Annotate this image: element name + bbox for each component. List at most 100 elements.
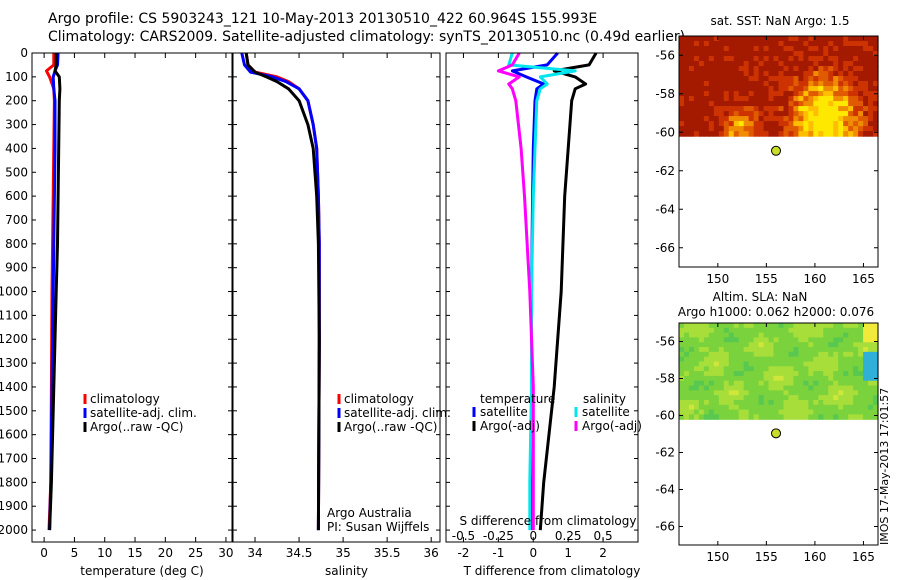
sla_map-cell <box>718 332 725 339</box>
sla_map-cell <box>768 332 775 339</box>
sla_map-cell <box>788 380 795 387</box>
sst_map-cell <box>743 101 750 107</box>
sst_map-cell <box>713 116 720 122</box>
sla_map-cell <box>728 366 735 372</box>
sla_map-cell <box>778 327 785 334</box>
sst_map-cell <box>863 51 869 57</box>
sla_map-cell <box>753 399 760 406</box>
difference-series-temperature-argo-adj <box>538 52 598 531</box>
difference-x-tick-label: -1 <box>492 546 504 560</box>
sst_map-cell <box>858 51 864 57</box>
sla_map-cell <box>823 337 829 343</box>
sst_map-cell <box>788 81 795 87</box>
difference-legend-label: Argo(-adj) <box>582 419 642 433</box>
sla_map-cell <box>723 414 730 420</box>
sla_map-cell <box>853 409 859 415</box>
sla_map-cell <box>728 337 735 343</box>
sst_map-cell <box>863 41 869 47</box>
sst_map-cell <box>848 86 854 92</box>
sla_map-cell <box>853 375 859 382</box>
sla_map-cell <box>778 371 785 377</box>
sla_map-cell <box>753 356 760 363</box>
sla_map-cell <box>679 351 685 358</box>
sst_map-cell <box>688 101 695 107</box>
sst_map-cell <box>728 46 735 52</box>
sla_map-cell <box>758 356 765 363</box>
sla_map-cell <box>748 414 755 420</box>
sst_map-cell <box>728 106 735 112</box>
sla_map-cell <box>798 323 804 329</box>
sla_map-cell <box>738 347 745 353</box>
sst_map-cell <box>713 51 720 57</box>
sla_map-cell <box>728 399 735 406</box>
salinity-x-tick-label: 35.5 <box>374 546 401 560</box>
sst_map-cell <box>843 106 849 112</box>
sla_map-cell <box>853 327 859 334</box>
sla_map-cell <box>679 361 685 367</box>
sst_map-cell <box>708 91 715 97</box>
sla_map-cell <box>808 323 814 329</box>
sla_map-cell <box>679 395 685 401</box>
sla_map-cell <box>698 361 705 367</box>
sla_map-cell <box>803 327 809 334</box>
sla_map-cell <box>843 380 849 387</box>
sst_map-cell <box>718 51 725 57</box>
sla_map-cell <box>838 414 844 420</box>
sst_map-cell <box>723 71 730 77</box>
sla_map-cell <box>798 337 804 343</box>
sla_map-cell <box>683 356 690 363</box>
sla_map-cell <box>733 375 740 382</box>
difference-top-axis-label: S difference from climatology <box>460 514 637 528</box>
sla_map-cell <box>708 327 715 334</box>
sst_map-cell <box>748 66 755 72</box>
sla_map-cell <box>798 380 804 387</box>
sst_map-cell <box>838 36 844 42</box>
sst_map-cell <box>848 36 854 42</box>
sst_map-cell <box>818 81 824 87</box>
sst_map-cell <box>828 41 834 47</box>
sla_map-cell <box>713 409 720 415</box>
depth-tick-label: 100 <box>5 70 28 84</box>
sla_map-cell <box>813 366 819 372</box>
sla_map-cell <box>718 356 725 363</box>
sla_map-cell <box>768 356 775 363</box>
sst_map-cell <box>848 96 854 102</box>
sla_map-cell <box>733 395 740 401</box>
difference-x-tick-label: 1 <box>564 546 572 560</box>
sst_map-cell <box>838 131 844 137</box>
sst_map-cell <box>688 111 695 117</box>
sla_map-cell <box>848 399 854 406</box>
sst_map-cell <box>768 36 775 42</box>
sst_map-cell <box>808 91 814 97</box>
sst_map-cell <box>833 71 839 77</box>
sla_map-cell <box>758 409 765 415</box>
sst_map-cell <box>808 41 814 47</box>
sla_map-cell <box>863 366 869 372</box>
sst_map-cell <box>693 86 700 92</box>
sst_map-cell <box>788 61 795 67</box>
temperature-x-tick-label: 15 <box>127 546 142 560</box>
sla_map-cell <box>868 356 874 363</box>
sla_map-cell <box>798 332 804 339</box>
sst_map-cell <box>803 86 809 92</box>
sla_map-cell <box>778 347 785 353</box>
sla_map-cell <box>778 342 785 348</box>
sla_map-cell <box>843 356 849 363</box>
sst_map-cell <box>778 51 785 57</box>
depth-tick-label: 500 <box>5 165 28 179</box>
sla_map-cell <box>813 409 819 415</box>
sst_map-cell <box>848 116 854 122</box>
sst_map-cell <box>723 96 730 102</box>
sst_map-cell <box>688 71 695 77</box>
sla_map-cell <box>768 323 775 329</box>
sla_map-cell <box>843 347 849 353</box>
sst_map-cell <box>873 131 879 137</box>
sla_map-cell <box>728 414 735 420</box>
sla_map-cell <box>718 327 725 334</box>
sst_map-cell <box>723 51 730 57</box>
sla_map-cell <box>679 356 685 363</box>
sst_map-cell <box>833 116 839 122</box>
sla_map-cell <box>708 409 715 415</box>
sst_map-cell <box>783 46 790 52</box>
sst_map-cell <box>718 121 725 127</box>
